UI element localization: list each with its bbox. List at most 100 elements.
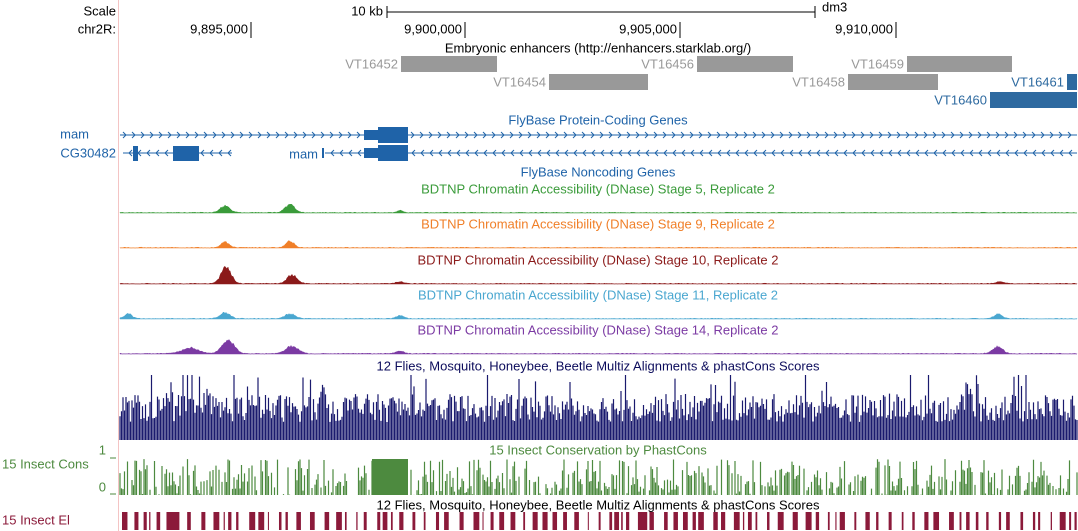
position-label: 9,895,000 bbox=[190, 21, 248, 36]
element bbox=[296, 512, 301, 530]
element bbox=[382, 512, 388, 530]
element bbox=[552, 512, 558, 530]
element bbox=[924, 512, 929, 530]
dnase-tracks: BDTNP Chromatin Accessibility (DNase) St… bbox=[119, 181, 1078, 355]
element bbox=[621, 512, 623, 530]
track-title: Embryonic enhancers (http://enhancers.st… bbox=[445, 40, 751, 55]
element bbox=[792, 512, 798, 530]
exon bbox=[378, 127, 408, 143]
multiz-signal bbox=[119, 375, 1078, 440]
element bbox=[236, 512, 239, 530]
element bbox=[363, 512, 367, 530]
element bbox=[1006, 512, 1010, 530]
element bbox=[390, 512, 393, 530]
element bbox=[499, 512, 505, 530]
element bbox=[324, 512, 330, 530]
axis-label: 1 bbox=[99, 442, 106, 457]
axis-label: 0 bbox=[99, 479, 106, 494]
element bbox=[698, 512, 704, 530]
enhancer bbox=[848, 74, 938, 90]
exon bbox=[133, 146, 138, 161]
element bbox=[249, 512, 256, 530]
element bbox=[1038, 512, 1041, 530]
scale-bar-label: 10 kb bbox=[351, 3, 383, 18]
element bbox=[156, 512, 161, 530]
element bbox=[285, 512, 288, 530]
element bbox=[1050, 512, 1052, 530]
element bbox=[949, 512, 954, 530]
element bbox=[223, 512, 225, 530]
element bbox=[742, 512, 745, 530]
axis-ticks bbox=[110, 457, 116, 495]
exon bbox=[364, 148, 378, 158]
element bbox=[998, 512, 1002, 530]
element bbox=[733, 512, 740, 530]
element bbox=[682, 512, 688, 530]
element bbox=[228, 512, 232, 530]
element bbox=[532, 512, 538, 530]
track-title: 12 Flies, Mosquito, Honeybee, Beetle Mul… bbox=[377, 358, 820, 373]
enhancer bbox=[990, 92, 1077, 108]
enhancer bbox=[549, 74, 648, 90]
signal bbox=[119, 266, 1078, 285]
position-label: 9,910,000 bbox=[835, 21, 893, 36]
assembly: dm3 bbox=[822, 0, 847, 14]
element bbox=[412, 512, 416, 530]
signal bbox=[119, 311, 1078, 320]
element bbox=[966, 512, 970, 530]
element bbox=[637, 512, 648, 530]
track-title: BDTNP Chromatin Accessibility (DNase) St… bbox=[421, 216, 775, 231]
element bbox=[473, 512, 480, 530]
element bbox=[876, 512, 879, 530]
element bbox=[777, 512, 784, 530]
element bbox=[278, 512, 282, 530]
element bbox=[1074, 512, 1077, 530]
position-label: 9,905,000 bbox=[619, 21, 677, 36]
enhancers: VT16452 VT16454 VT16456 VT16458 VT16459 VT164… bbox=[345, 56, 1077, 108]
enhancer bbox=[401, 56, 497, 72]
signal bbox=[119, 204, 1078, 214]
exon bbox=[378, 145, 408, 161]
element bbox=[933, 512, 940, 530]
element bbox=[587, 512, 589, 530]
element bbox=[747, 512, 752, 530]
track-title: 15 Insect Conservation by PhastCons bbox=[489, 442, 707, 457]
element bbox=[912, 512, 915, 530]
element bbox=[166, 512, 180, 530]
element bbox=[143, 512, 147, 530]
enhancer-label: VT16461 bbox=[1011, 74, 1064, 89]
track-title: BDTNP Chromatin Accessibility (DNase) St… bbox=[417, 322, 778, 337]
scale-bar bbox=[386, 6, 816, 18]
element bbox=[614, 512, 620, 530]
track-title: BDTNP Chromatin Accessibility (DNase) St… bbox=[421, 181, 775, 196]
element bbox=[1059, 512, 1066, 530]
enhancer-label: VT16458 bbox=[792, 74, 845, 89]
elements bbox=[122, 512, 1077, 530]
gene-label: CG30482 bbox=[60, 145, 116, 160]
enhancer bbox=[1067, 74, 1077, 90]
element bbox=[986, 512, 989, 530]
gene-label: mam bbox=[60, 126, 89, 141]
track-title: BDTNP Chromatin Accessibility (DNase) St… bbox=[418, 287, 778, 302]
element bbox=[649, 512, 654, 530]
element bbox=[399, 512, 404, 530]
track-label: 15 Insect El bbox=[2, 512, 70, 527]
element bbox=[423, 512, 426, 530]
element bbox=[134, 512, 139, 530]
element bbox=[344, 512, 347, 530]
enhancer-label: VT16452 bbox=[345, 56, 398, 71]
element bbox=[336, 512, 342, 530]
element bbox=[626, 512, 630, 530]
element bbox=[827, 512, 830, 530]
element bbox=[815, 512, 820, 530]
element bbox=[755, 512, 758, 530]
element bbox=[1032, 512, 1036, 530]
position-label: 9,900,000 bbox=[404, 21, 462, 36]
element bbox=[377, 512, 381, 530]
element bbox=[510, 512, 516, 530]
strand-arrows bbox=[330, 149, 1073, 157]
track-title: BDTNP Chromatin Accessibility (DNase) St… bbox=[417, 252, 778, 267]
element bbox=[767, 512, 770, 530]
